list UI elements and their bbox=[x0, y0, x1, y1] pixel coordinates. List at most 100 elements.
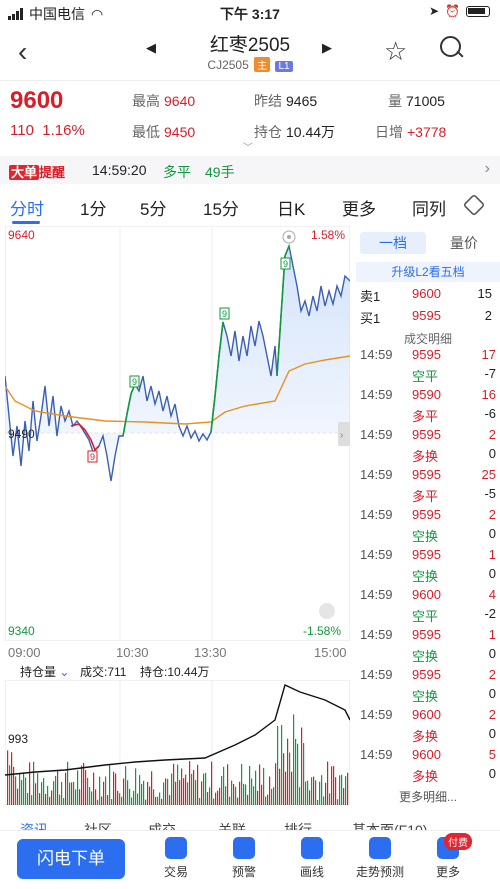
chart-high-pct: 1.58% bbox=[311, 228, 346, 242]
volume-bar bbox=[261, 784, 263, 805]
volume-bar bbox=[189, 761, 191, 805]
tab-more[interactable]: 更多 bbox=[342, 200, 376, 219]
volume-bar bbox=[267, 794, 269, 805]
volume-bar bbox=[297, 743, 299, 805]
volume-bar bbox=[83, 762, 85, 805]
tab-level1[interactable]: 一档 bbox=[360, 232, 426, 254]
upgrade-l2-button[interactable]: 升级L2看五档 bbox=[356, 262, 500, 282]
nav-alert[interactable]: 预警 bbox=[214, 837, 274, 880]
price-change: 110 1.16% bbox=[10, 122, 85, 139]
subnav-rank[interactable]: 排行 bbox=[284, 822, 312, 830]
volume-header: 持仓量 ⌄ 成交:711 持仓:10.44万 bbox=[5, 660, 350, 680]
signal-icon bbox=[8, 8, 23, 20]
more-trades-link[interactable]: 更多明细... bbox=[398, 790, 457, 804]
collapse-handle bbox=[338, 422, 350, 446]
settings-icon[interactable] bbox=[462, 193, 486, 217]
period-tabs: 分时 1分 5分 15分 日K 更多 同列 bbox=[0, 188, 500, 224]
volume-bar bbox=[289, 752, 291, 805]
quote-prev: 昨结 9465 bbox=[254, 93, 318, 109]
price-down-segment-2 bbox=[210, 321, 224, 433]
volume-bar bbox=[167, 778, 169, 805]
forecast-icon bbox=[369, 837, 391, 859]
volume-bar bbox=[131, 797, 133, 805]
tab-volume-price[interactable]: 量价 bbox=[450, 235, 478, 251]
subnav-trades[interactable]: 成交 bbox=[148, 822, 176, 830]
intraday-chart[interactable]: 9 9 9 9 › 9640 1.58% 9490 9340 -1.58% bbox=[4, 225, 351, 642]
volume-bar bbox=[207, 791, 209, 805]
volume-bar bbox=[253, 786, 255, 805]
prev-contract-icon[interactable]: ◀ bbox=[146, 40, 156, 55]
tab-1min[interactable]: 1分 bbox=[80, 200, 107, 219]
sub-nav: 资讯 社区 成交 关联 排行 基本面(F10) bbox=[0, 820, 500, 830]
expand-chevron-icon[interactable]: ﹀ bbox=[243, 143, 253, 154]
volume-bar bbox=[139, 775, 141, 805]
subnav-community[interactable]: 社区 bbox=[84, 822, 112, 830]
trade-row: 14:59 9590 16 多平 -6 bbox=[360, 387, 496, 424]
volume-bar bbox=[205, 772, 207, 805]
big-order-alert[interactable]: 大单 提醒 14:59:20 多平 49手 › bbox=[0, 156, 500, 184]
volume-bar bbox=[219, 787, 221, 805]
tab-15min[interactable]: 15分 bbox=[203, 200, 239, 219]
volume-bar bbox=[305, 781, 307, 805]
volume-chart-svg bbox=[4, 679, 351, 806]
marker-9 bbox=[219, 307, 230, 320]
nav-draw[interactable]: 画线 bbox=[282, 837, 342, 880]
tab-daily[interactable]: 日K bbox=[277, 200, 306, 219]
volume-bar bbox=[71, 782, 73, 805]
volume-bar bbox=[237, 797, 239, 805]
back-icon[interactable]: ‹ bbox=[18, 36, 28, 67]
alarm-icon: ⏰ bbox=[445, 4, 460, 18]
tab-5min[interactable]: 5分 bbox=[140, 200, 167, 219]
volume-bar bbox=[37, 773, 39, 805]
subnav-related[interactable]: 关联 bbox=[218, 822, 246, 830]
volume-bar bbox=[323, 796, 325, 805]
refresh-icon bbox=[319, 603, 335, 619]
volume-bar bbox=[21, 780, 23, 805]
chevron-down-icon: ⌄ bbox=[59, 665, 70, 679]
volume-bar bbox=[67, 761, 69, 805]
volume-bar bbox=[211, 761, 213, 805]
quote-low: 最低 9450 bbox=[132, 124, 196, 140]
oi-selector[interactable]: 持仓量 ⌄ bbox=[20, 665, 70, 679]
volume-bar bbox=[315, 780, 317, 805]
next-contract-icon[interactable]: ▶ bbox=[322, 40, 332, 55]
volume-bar bbox=[45, 793, 47, 805]
favorite-star-icon[interactable]: ☆ bbox=[384, 36, 408, 66]
volume-bar bbox=[281, 724, 283, 805]
trade-row: 14:59 9600 4 空平 -2 bbox=[360, 587, 496, 624]
trade-row: 14:59 9595 1 空换 0 bbox=[360, 547, 496, 584]
volume-bar bbox=[145, 799, 147, 805]
subnav-news[interactable]: 资讯 bbox=[20, 822, 48, 830]
time-label: 09:00 bbox=[8, 645, 41, 660]
bell-icon bbox=[233, 837, 255, 859]
quote-panel: 9600 110 1.16% 最高 9640 最低 9450 昨结 9465 持仓 10… bbox=[0, 80, 500, 154]
volume-bar bbox=[17, 788, 19, 805]
volume-bar bbox=[271, 788, 273, 805]
flash-order-button[interactable]: 闪电下单 bbox=[17, 839, 125, 879]
volume-bar bbox=[143, 780, 145, 805]
volume-bar bbox=[311, 777, 313, 805]
volume-bar bbox=[259, 764, 261, 805]
code-text: CJ2505 bbox=[207, 58, 249, 72]
header: ‹ ◀ 红枣2505 ▶ CJ2505 主 L1 ☆ bbox=[0, 26, 500, 78]
search-icon[interactable] bbox=[440, 36, 464, 60]
nav-trade[interactable]: 交易 bbox=[146, 837, 206, 880]
volume-bar bbox=[293, 714, 295, 805]
volume-bar bbox=[155, 796, 157, 805]
volume-bar bbox=[249, 765, 251, 805]
volume-bar bbox=[25, 777, 27, 805]
marker-9 bbox=[280, 257, 291, 270]
nav-forecast[interactable]: 走势预测 bbox=[350, 837, 410, 880]
volume-bar bbox=[93, 772, 95, 805]
volume-bar bbox=[29, 762, 31, 805]
volume-bar bbox=[49, 796, 51, 805]
volume-bar bbox=[23, 773, 25, 805]
subnav-f10[interactable]: 基本面(F10) bbox=[352, 822, 428, 830]
volume-bar bbox=[151, 771, 153, 805]
volume-bar bbox=[327, 761, 329, 805]
tab-compare[interactable]: 同列 bbox=[412, 200, 446, 219]
chevron-right-icon[interactable]: › bbox=[484, 160, 490, 177]
tab-intraday[interactable]: 分时 bbox=[10, 200, 44, 219]
volume-bar bbox=[335, 777, 337, 805]
volume-bar bbox=[13, 766, 15, 805]
